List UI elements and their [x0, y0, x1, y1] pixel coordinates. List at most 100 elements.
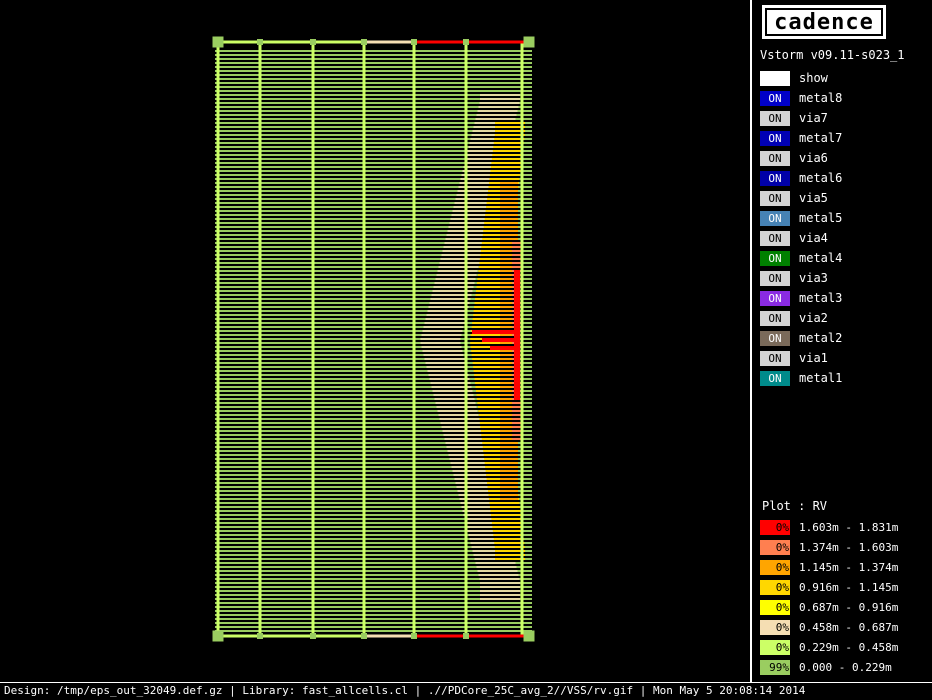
heat-segment: [425, 362, 466, 364]
layer-toggle-via4[interactable]: ON: [760, 230, 790, 246]
metal-stripe: [215, 110, 532, 112]
layer-row-via1[interactable]: ON via1: [760, 350, 828, 366]
layer-toggle-via7[interactable]: ON: [760, 110, 790, 126]
metal-stripe: [215, 614, 532, 616]
layer-toggle-via1[interactable]: ON: [760, 350, 790, 366]
layout-canvas[interactable]: [0, 0, 750, 682]
layer-row-via7[interactable]: ON via7: [760, 110, 828, 126]
layer-toggle-metal7[interactable]: ON: [760, 130, 790, 146]
power-pad: [212, 630, 224, 642]
heat-segment: [500, 194, 518, 196]
metal-stripe: [215, 294, 532, 296]
layer-label: metal2: [799, 331, 843, 345]
metal-stripe: [215, 194, 532, 196]
metal-stripe: [215, 386, 532, 388]
metal-stripe: [215, 514, 532, 516]
layer-row-show[interactable]: show: [760, 70, 828, 86]
layer-toggle-metal6[interactable]: ON: [760, 170, 790, 186]
range-row: 0% 0.458m - 0.687m: [760, 619, 898, 635]
ir-drop-plot[interactable]: [0, 0, 750, 682]
layer-label: metal4: [799, 251, 843, 265]
layer-toggle-metal8[interactable]: ON: [760, 90, 790, 106]
heat-segment: [451, 466, 492, 468]
layer-toggle-show[interactable]: [760, 70, 790, 86]
heat-segment: [470, 334, 501, 336]
layer-toggle-via2[interactable]: ON: [760, 310, 790, 326]
layer-row-metal2[interactable]: ON metal2: [760, 330, 842, 346]
metal-stripe: [215, 562, 532, 564]
layer-label: show: [799, 71, 828, 85]
heat-segment: [500, 282, 518, 284]
layer-row-metal1[interactable]: ON metal1: [760, 370, 842, 386]
heat-segment: [500, 358, 518, 360]
metal-stripe: [215, 318, 532, 320]
metal-stripe: [215, 458, 532, 460]
heat-segment: [434, 398, 475, 400]
heat-segment: [494, 542, 525, 544]
heat-segment: [430, 382, 471, 384]
metal-stripe: [215, 130, 532, 132]
heat-segment: [425, 318, 466, 320]
heat-segment: [492, 530, 523, 532]
heat-segment: [500, 318, 518, 320]
metal-stripe: [215, 390, 532, 392]
heat-segment: [482, 238, 513, 240]
heat-segment: [512, 406, 522, 408]
metal-stripe: [215, 354, 532, 356]
metal-stripe: [215, 418, 532, 420]
metal-stripe: [215, 454, 532, 456]
layer-toggle-metal3[interactable]: ON: [760, 290, 790, 306]
metal-stripe: [215, 214, 532, 216]
layer-row-metal5[interactable]: ON metal5: [760, 210, 842, 226]
range-row: 0% 0.229m - 0.458m: [760, 639, 898, 655]
layer-row-metal3[interactable]: ON metal3: [760, 290, 842, 306]
layer-toggle-metal4[interactable]: ON: [760, 250, 790, 266]
heat-segment: [481, 242, 512, 244]
layer-row-metal8[interactable]: ON metal8: [760, 90, 842, 106]
heat-segment: [500, 366, 518, 368]
metal-stripe: [215, 570, 532, 572]
layer-label: via6: [799, 151, 828, 165]
metal-stripe: [215, 50, 532, 52]
layer-row-via6[interactable]: ON via6: [760, 150, 828, 166]
layer-row-metal4[interactable]: ON metal4: [760, 250, 842, 266]
layer-toggle-metal5[interactable]: ON: [760, 210, 790, 226]
layer-row-via5[interactable]: ON via5: [760, 190, 828, 206]
heat-segment: [500, 242, 518, 244]
layer-row-metal6[interactable]: ON metal6: [760, 170, 842, 186]
layer-toggle-via6[interactable]: ON: [760, 150, 790, 166]
heat-segment: [500, 394, 518, 396]
heat-segment: [480, 98, 520, 100]
status-divider: [0, 682, 932, 683]
heat-segment: [480, 426, 511, 428]
layer-toggle-via3[interactable]: ON: [760, 270, 790, 286]
panel-divider: [750, 0, 752, 682]
metal-stripe: [215, 334, 532, 336]
heat-segment: [476, 566, 517, 568]
heat-segment: [500, 466, 518, 468]
layer-row-via4[interactable]: ON via4: [760, 230, 828, 246]
heat-segment: [478, 574, 519, 576]
metal-stripe: [215, 602, 532, 604]
range-row: 0% 0.687m - 0.916m: [760, 599, 898, 615]
layer-row-metal7[interactable]: ON metal7: [760, 130, 842, 146]
layer-toggle-metal1[interactable]: ON: [760, 370, 790, 386]
layer-row-via3[interactable]: ON via3: [760, 270, 828, 286]
heat-segment: [512, 246, 522, 248]
heat-segment: [500, 186, 518, 188]
metal-stripe: [215, 582, 532, 584]
heat-segment: [495, 122, 525, 124]
heat-segment: [500, 402, 518, 404]
metal-stripe: [215, 86, 532, 88]
metal-stripe: [215, 106, 532, 108]
metal-stripe: [215, 182, 532, 184]
heat-segment: [482, 442, 513, 444]
layer-row-via2[interactable]: ON via2: [760, 310, 828, 326]
layer-label: metal6: [799, 171, 843, 185]
metal-stripe: [215, 254, 532, 256]
heat-segment: [442, 430, 483, 432]
layer-toggle-via5[interactable]: ON: [760, 190, 790, 206]
heat-segment: [471, 134, 512, 136]
range-swatch: 99%: [760, 659, 790, 675]
layer-toggle-metal2[interactable]: ON: [760, 330, 790, 346]
